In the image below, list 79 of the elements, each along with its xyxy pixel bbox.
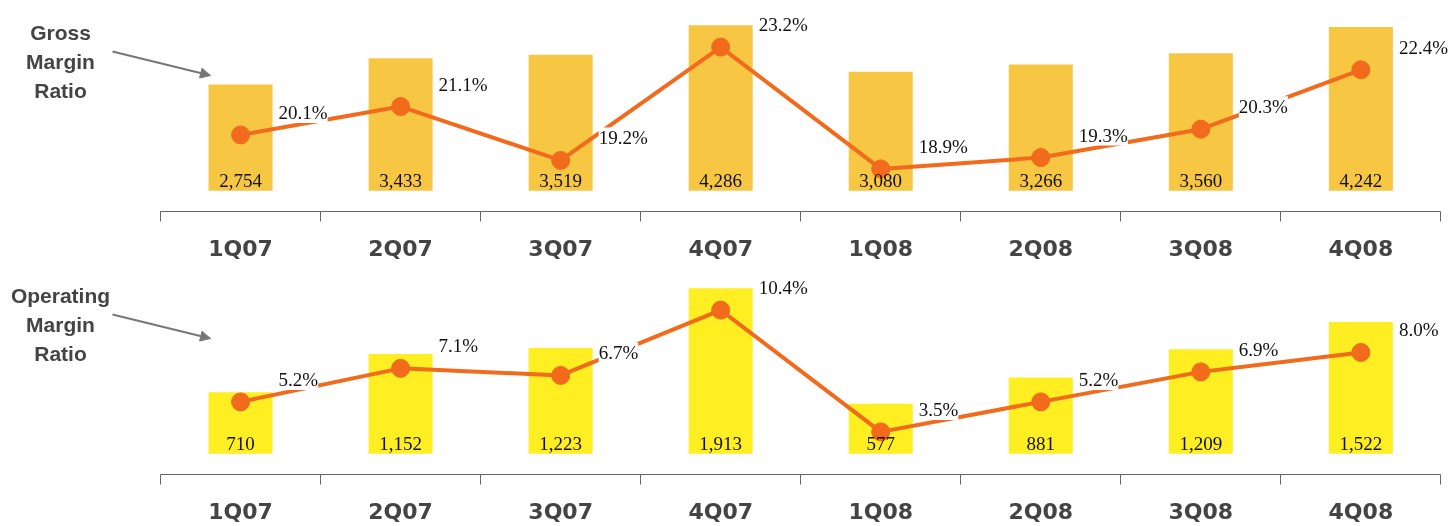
- x-tick-label: 1Q07: [208, 235, 273, 261]
- bar: [688, 25, 753, 191]
- data-label: 4,286: [699, 169, 743, 191]
- data-label: 5.2%: [278, 368, 319, 390]
- bar: [848, 71, 913, 191]
- data-label: 3.5%: [918, 398, 959, 420]
- x-tick-label: 3Q07: [528, 235, 593, 261]
- bar: [688, 288, 753, 454]
- point: [231, 125, 251, 145]
- x-tick-label: 3Q07: [528, 498, 593, 524]
- bar: [1168, 349, 1233, 454]
- data-label: 20.1%: [278, 101, 328, 123]
- data-label: 18.9%: [918, 135, 968, 157]
- point: [231, 392, 251, 412]
- bar: [1168, 53, 1233, 191]
- data-label: 3,266: [1019, 169, 1063, 191]
- data-label: 3,560: [1179, 169, 1223, 191]
- point: [1351, 342, 1371, 362]
- point: [551, 150, 571, 170]
- data-label: 577: [866, 432, 895, 454]
- data-label: 19.3%: [1078, 124, 1129, 146]
- bar: [208, 392, 273, 454]
- x-tick-label: 1Q07: [208, 498, 273, 524]
- data-label: 1,522: [1339, 432, 1383, 454]
- bar: [1328, 322, 1393, 454]
- x-tick-label: 4Q07: [688, 235, 754, 261]
- x-tick-label: 4Q08: [1328, 235, 1394, 261]
- bar: [368, 58, 433, 191]
- data-label: 6.7%: [598, 342, 639, 364]
- x-tick-label: 4Q07: [688, 498, 754, 524]
- point: [711, 300, 731, 320]
- point: [1191, 119, 1211, 139]
- data-label: 2,754: [219, 169, 263, 191]
- x-tick-label: 1Q08: [848, 498, 914, 524]
- bar: [1328, 26, 1393, 191]
- point: [1191, 362, 1211, 382]
- bar: [368, 354, 433, 454]
- x-tick-label: 4Q08: [1328, 498, 1394, 524]
- point: [711, 37, 731, 57]
- bar: [208, 84, 273, 191]
- x-tick-label: 2Q07: [368, 498, 433, 524]
- x-tick-label: 2Q07: [368, 235, 433, 261]
- data-label: 23.2%: [758, 14, 808, 36]
- bar: [1008, 64, 1073, 191]
- data-label: 710: [226, 432, 255, 454]
- data-label: 22.4%: [1398, 36, 1449, 58]
- data-label: 4,242: [1339, 169, 1383, 191]
- point: [1031, 392, 1051, 412]
- data-label: 3,519: [539, 169, 583, 191]
- data-label: 21.1%: [438, 73, 488, 95]
- data-label: 3,080: [859, 169, 903, 191]
- data-label: 1,209: [1179, 432, 1223, 454]
- data-label: 3,433: [379, 169, 422, 191]
- data-label: 881: [1026, 432, 1056, 454]
- x-tick-label: 3Q08: [1168, 235, 1234, 261]
- point: [391, 358, 411, 378]
- data-label: 6.9%: [1238, 338, 1279, 360]
- text: Operating Margin Ratio: [10, 284, 111, 365]
- data-label: 8.0%: [1398, 319, 1439, 341]
- data-label: 5.2%: [1078, 368, 1119, 390]
- x-tick-label: 3Q08: [1168, 498, 1234, 524]
- x-tick-label: 2Q08: [1008, 235, 1074, 261]
- x-tick-label: 2Q08: [1008, 498, 1074, 524]
- x-tick-label: 1Q08: [848, 235, 914, 261]
- data-label: 1,223: [539, 432, 583, 454]
- point: [1031, 148, 1051, 168]
- data-label: 20.3%: [1238, 96, 1289, 118]
- point: [1351, 60, 1371, 80]
- bar: [1008, 377, 1073, 454]
- data-label: 7.1%: [438, 335, 479, 357]
- data-label: 10.4%: [758, 277, 808, 299]
- bar: [528, 347, 593, 454]
- bar: [528, 54, 593, 191]
- data-label: 1,152: [379, 432, 422, 454]
- data-label: 1,913: [699, 432, 743, 454]
- point: [551, 365, 571, 385]
- data-label: 19.2%: [598, 127, 648, 149]
- point: [391, 97, 411, 117]
- text: Gross Margin Ratio: [26, 21, 95, 102]
